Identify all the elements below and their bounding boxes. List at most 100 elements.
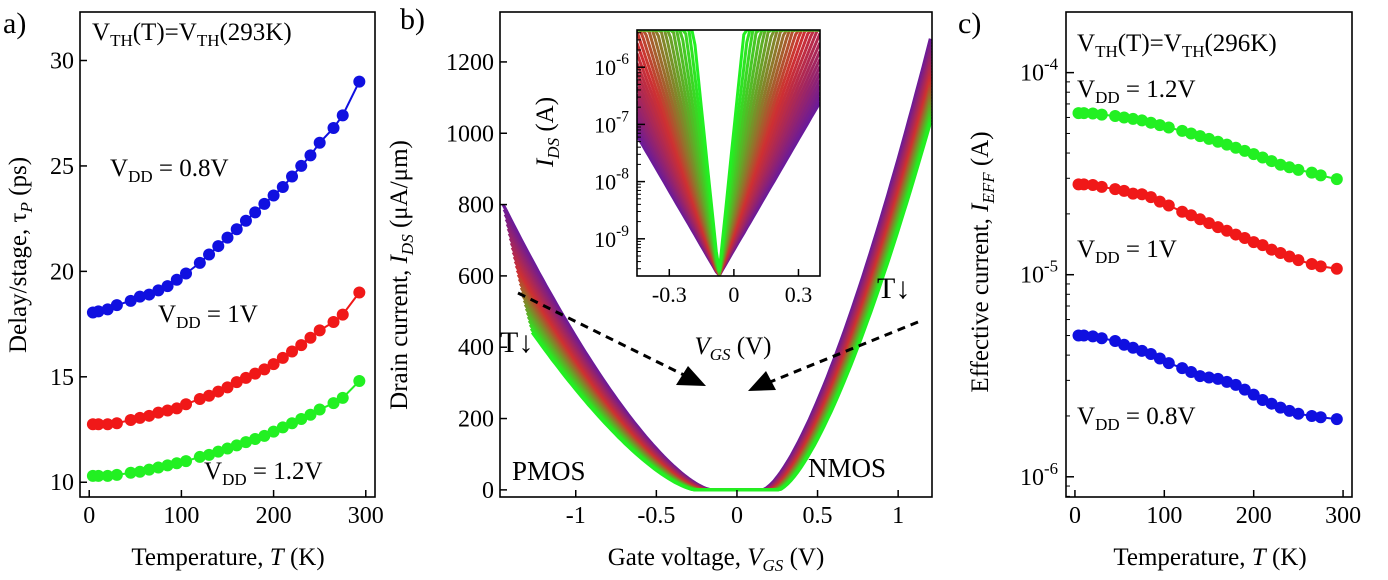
- panel-a-series-2-point: [267, 425, 280, 438]
- panel-a-series-0-point: [336, 109, 349, 122]
- panel-a-series-2-point: [295, 412, 308, 425]
- inset-curves: [637, 30, 820, 276]
- panel-c-series-0-point: [1127, 112, 1140, 125]
- panel-a-series-0-point: [101, 303, 114, 316]
- panel-b-y-tick-label-6: 1200: [446, 50, 494, 76]
- panel-a-series-2-point: [124, 466, 137, 479]
- panel-c-vdd-label-2: VDD = 0.8V: [1077, 403, 1196, 434]
- panel-a-series-1-point: [353, 286, 366, 299]
- panel-a-series-2-point: [313, 403, 326, 416]
- panel-b-ticks: -1 -0.5 0 0.5 1 0 200 400 600 800 1000 1200: [446, 50, 904, 529]
- panel-c-series-2-point: [1203, 371, 1215, 384]
- panel-a-ticks: 0 100 200 300 10 15 20 25 30: [50, 49, 384, 530]
- panel-a-series-1-point: [258, 363, 271, 376]
- panel-a-header: VTH(T)=VTH(293K): [92, 19, 292, 50]
- panel-c-series-2-point: [1238, 383, 1251, 396]
- panel-a-series-1-point: [295, 339, 308, 352]
- panel-a-series-1-point: [110, 417, 123, 430]
- panel-b-y-tick-label-2: 400: [458, 335, 494, 361]
- panel-b-y-tick-label-3: 600: [458, 264, 494, 290]
- panel-c-series-2-point: [1330, 413, 1343, 426]
- panel-c-series-1-point: [1144, 191, 1157, 204]
- panel-a-series-2-point: [276, 421, 289, 434]
- panel-a-series-1-point: [92, 418, 105, 431]
- panel-a-series-1-point: [212, 385, 225, 398]
- inset-y-tick-label-1: 10-8: [594, 166, 629, 195]
- drain-current-curve-29: [530, 122, 932, 492]
- panel-a-series-1-point: [180, 398, 193, 411]
- panel-c-series-0-point: [1086, 107, 1099, 120]
- inset-x-tick-label-0: -0.3: [652, 282, 687, 307]
- panel-c-frame: [1065, 11, 1353, 498]
- panel-a-series-1-point: [249, 367, 262, 380]
- panel-a-frame: [79, 11, 376, 498]
- panel-c-series-2-point: [1292, 407, 1305, 420]
- panel-a-series-0-point: [152, 284, 165, 297]
- panel-a-series-0-point: [133, 290, 146, 303]
- inset-x-tick-label-2: 0.3: [785, 282, 813, 307]
- panel-a-series-2-point: [304, 408, 317, 421]
- panel-a-series-0-point: [239, 214, 252, 227]
- panel-a-series-2-point: [152, 461, 165, 474]
- panel-a-series-2-point: [203, 448, 216, 461]
- panel-b-y-tick-label-5: 1000: [446, 121, 494, 147]
- panel-c-series-2-point: [1095, 332, 1108, 345]
- panel-a-series-1-point: [133, 411, 146, 424]
- panel-a-series-1-point: [101, 418, 114, 431]
- panel-c-series-0-point: [1162, 121, 1175, 134]
- panel-c-series-1-point: [1292, 254, 1305, 267]
- arrow-left-head: [676, 366, 706, 386]
- panel-c-series-0-point: [1109, 110, 1122, 123]
- panel-c-x-tick-label-2: 200: [1236, 503, 1272, 529]
- panel-a-series-0-point: [353, 75, 366, 88]
- panel-c-series-2-point: [1153, 352, 1166, 365]
- panel-c-series-1-point: [1077, 178, 1090, 191]
- inset-curve-29: [637, 30, 820, 272]
- inset-y-tick-label-3: 10-6: [594, 51, 629, 80]
- panel-a-series-2-point: [327, 397, 340, 410]
- panel-a-series-1-point: [276, 351, 289, 364]
- panel-a-series-2-point: [336, 391, 349, 404]
- panel-a-series-0-point: [203, 248, 216, 261]
- panel-a-series-0-point: [304, 149, 317, 162]
- panel-a-series-0-point: [267, 189, 280, 202]
- panel-b-frame: [499, 11, 933, 498]
- panel-a-series-1-point: [143, 409, 156, 422]
- panel-c-series-1-point: [1314, 260, 1327, 273]
- panel-a-series-2-point: [239, 436, 252, 449]
- panel-a-series-2-point: [353, 375, 366, 388]
- panel-c-x-axis-title: Temperature, T (K): [1113, 544, 1306, 571]
- panel-a-series-0-point: [161, 280, 174, 293]
- panel-a-series-0-point: [249, 206, 262, 219]
- inset-y-tick-label-2: 10-7: [594, 108, 629, 137]
- panel-a-marks: [86, 75, 366, 482]
- panel-a-series-0-point: [327, 121, 340, 134]
- panel-a-series-0-point: [258, 197, 271, 210]
- inset-x-tick-label-1: 0: [728, 282, 739, 307]
- panel-a-series-2-point: [143, 463, 156, 476]
- panel-c: c) 0 100 200 300 10-6 10-5 10-4 VTH(T)=VTH(296…: [958, 7, 1361, 571]
- panel-c-x-tick-label-3: 300: [1325, 503, 1361, 529]
- inset-y-tick-label-0: 10-9: [594, 223, 629, 252]
- panel-a-series-0-point: [92, 305, 105, 318]
- panel-b-x-tick-label-2: 0: [731, 503, 743, 529]
- panel-a-x-axis-title: Temperature, T (K): [131, 544, 324, 571]
- panel-c-series-1-point: [1153, 195, 1166, 208]
- panel-a-series-1-point: [304, 331, 317, 344]
- panel-c-series-0-point: [1118, 111, 1131, 124]
- panel-c-vdd-label-0: VDD = 1.2V: [1077, 76, 1196, 107]
- panel-a-y-tick-label-3: 25: [50, 154, 74, 180]
- panel-c-x-tick-label-1: 100: [1146, 503, 1182, 529]
- panel-a-series-2-point: [212, 445, 225, 458]
- panel-a-series-0-point: [170, 273, 183, 286]
- panel-a-series-2-point: [221, 442, 234, 455]
- panel-a-series-0-point: [124, 294, 137, 307]
- panel-a-series-0-point: [193, 256, 206, 269]
- panel-a-series-2-point: [92, 469, 105, 482]
- panel-c-series-2-point: [1229, 378, 1242, 391]
- panel-a-series-2-point: [110, 468, 123, 481]
- panel-a-series-2-point: [249, 433, 262, 446]
- inset: -0.3 0 0.3 10-9 10-8 10-7 10-6 VGS (V) IDS (A): [532, 29, 821, 364]
- panel-a-y-tick-label-1: 15: [50, 365, 74, 391]
